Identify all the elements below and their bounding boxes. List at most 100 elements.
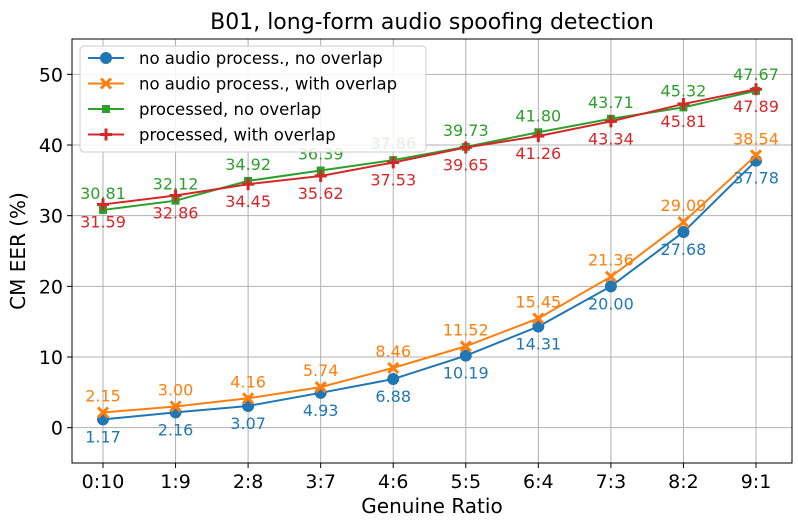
data-label: 37.78: [733, 169, 779, 188]
data-label: 39.65: [443, 155, 489, 174]
data-label: 4.93: [303, 401, 339, 420]
y-tick-label: 20: [39, 276, 63, 298]
x-marker-stroke: [314, 381, 327, 394]
data-point: [459, 141, 472, 154]
data-label: 32.12: [153, 175, 199, 194]
series-line: [102, 154, 757, 414]
data-point: [604, 280, 617, 293]
data-label: 2.15: [85, 386, 121, 405]
data-label: 20.00: [588, 294, 634, 313]
data-label: 3.07: [230, 414, 266, 433]
data-label: 8.46: [375, 342, 411, 361]
data-point: [604, 270, 617, 283]
x-tick-label: 4:6: [378, 471, 409, 493]
x-tick-label: 8:2: [668, 471, 699, 493]
data-label: 29.09: [661, 196, 707, 215]
data-point: [677, 216, 690, 229]
x-marker-stroke: [604, 270, 617, 283]
data-labels: 1.17 2.16 3.07 4.93 6.88 10.19 14.31 20.00 27.68…: [80, 65, 779, 447]
data-point: [314, 169, 327, 182]
data-label: 14.31: [515, 335, 561, 354]
x-marker-stroke: [387, 361, 400, 374]
data-point: [96, 406, 110, 419]
data-point: [387, 156, 400, 169]
data-label: 45.81: [661, 112, 707, 131]
x-tick-label: 0:10: [82, 471, 125, 493]
y-axis-ticks: 0 10 20 30 40 50: [39, 64, 72, 440]
data-label: 35.62: [298, 184, 344, 203]
series-line: [102, 88, 757, 206]
x-tick-label: 5:5: [450, 471, 481, 493]
data-label: 6.88: [375, 387, 411, 406]
legend: no audio process., no overlap no audio pr…: [79, 45, 427, 153]
x-axis-label: Genuine Ratio: [361, 494, 502, 518]
legend-marker: [100, 128, 112, 141]
data-label: 11.52: [443, 320, 489, 339]
x-tick-label: 2:8: [233, 471, 264, 493]
legend-marker: [102, 105, 110, 113]
x-marker-stroke: [459, 340, 472, 353]
data-label: 1.17: [85, 427, 121, 446]
data-point: [242, 178, 255, 191]
data-label: 2.16: [158, 420, 194, 439]
grid-lines: [72, 39, 792, 463]
data-point: [169, 400, 182, 413]
data-point: [387, 373, 400, 386]
data-label: 34.92: [225, 155, 271, 174]
data-label: 27.68: [661, 240, 707, 259]
data-label: 43.34: [588, 129, 634, 148]
y-tick-label: 0: [51, 418, 63, 440]
y-tick-label: 50: [39, 64, 63, 86]
data-label: 38.54: [733, 129, 779, 148]
data-label: 47.67: [733, 65, 779, 84]
legend-marker: [99, 77, 113, 90]
series-line: [102, 159, 757, 421]
x-marker-stroke: [242, 392, 255, 405]
legend-label: processed, with overlap: [139, 126, 336, 145]
data-point: [169, 189, 182, 202]
x-tick-label: 9:1: [741, 471, 772, 493]
data-point: [532, 312, 545, 325]
legend-entry-2: no audio process., with overlap: [88, 75, 397, 94]
series-4: [97, 83, 762, 211]
x-marker-stroke: [749, 149, 763, 162]
data-label: 43.71: [588, 93, 634, 112]
data-point: [459, 340, 472, 353]
data-label: 47.89: [733, 97, 779, 116]
plot-frame: [71, 38, 793, 464]
data-point: [242, 392, 255, 405]
x-marker-stroke: [99, 77, 113, 90]
data-label: 4.16: [230, 372, 266, 391]
data-point: [677, 97, 690, 110]
legend-marker: [100, 52, 112, 64]
legend-label: processed, no overlap: [139, 100, 321, 119]
x-marker-stroke: [677, 216, 690, 229]
series-layer: [96, 83, 763, 426]
x-tick-label: 6:4: [523, 471, 554, 493]
data-label: 41.80: [515, 106, 561, 125]
x-tick-label: 1:9: [160, 471, 191, 493]
legend-entry-1: no audio process., no overlap: [88, 49, 383, 68]
legend-entry-4: processed, with overlap: [88, 126, 336, 145]
y-tick-label: 10: [39, 347, 63, 369]
x-axis-ticks: 0:10 1:9 2:8 3:7 4:6 5:5 6:4 7:3 8:2 9:1: [82, 463, 772, 493]
data-label: 34.45: [225, 192, 271, 211]
data-point: [459, 349, 472, 362]
data-point: [314, 381, 327, 394]
data-label: 3.00: [158, 380, 194, 399]
data-point: [677, 226, 690, 239]
data-point: [749, 149, 763, 162]
y-tick-label: 30: [39, 206, 63, 228]
legend-entry-3: processed, no overlap: [88, 100, 321, 119]
x-marker-stroke: [532, 312, 545, 325]
legend-label: no audio process., no overlap: [139, 49, 383, 68]
data-label: 30.81: [80, 184, 126, 203]
data-label: 15.45: [515, 292, 561, 311]
data-label: 32.86: [153, 203, 199, 222]
data-point: [387, 361, 400, 374]
data-point: [750, 83, 762, 96]
data-label: 31.59: [80, 212, 126, 231]
data-point: [604, 115, 617, 128]
chart-title: B01, long-form audio spoofing detection: [210, 10, 654, 35]
